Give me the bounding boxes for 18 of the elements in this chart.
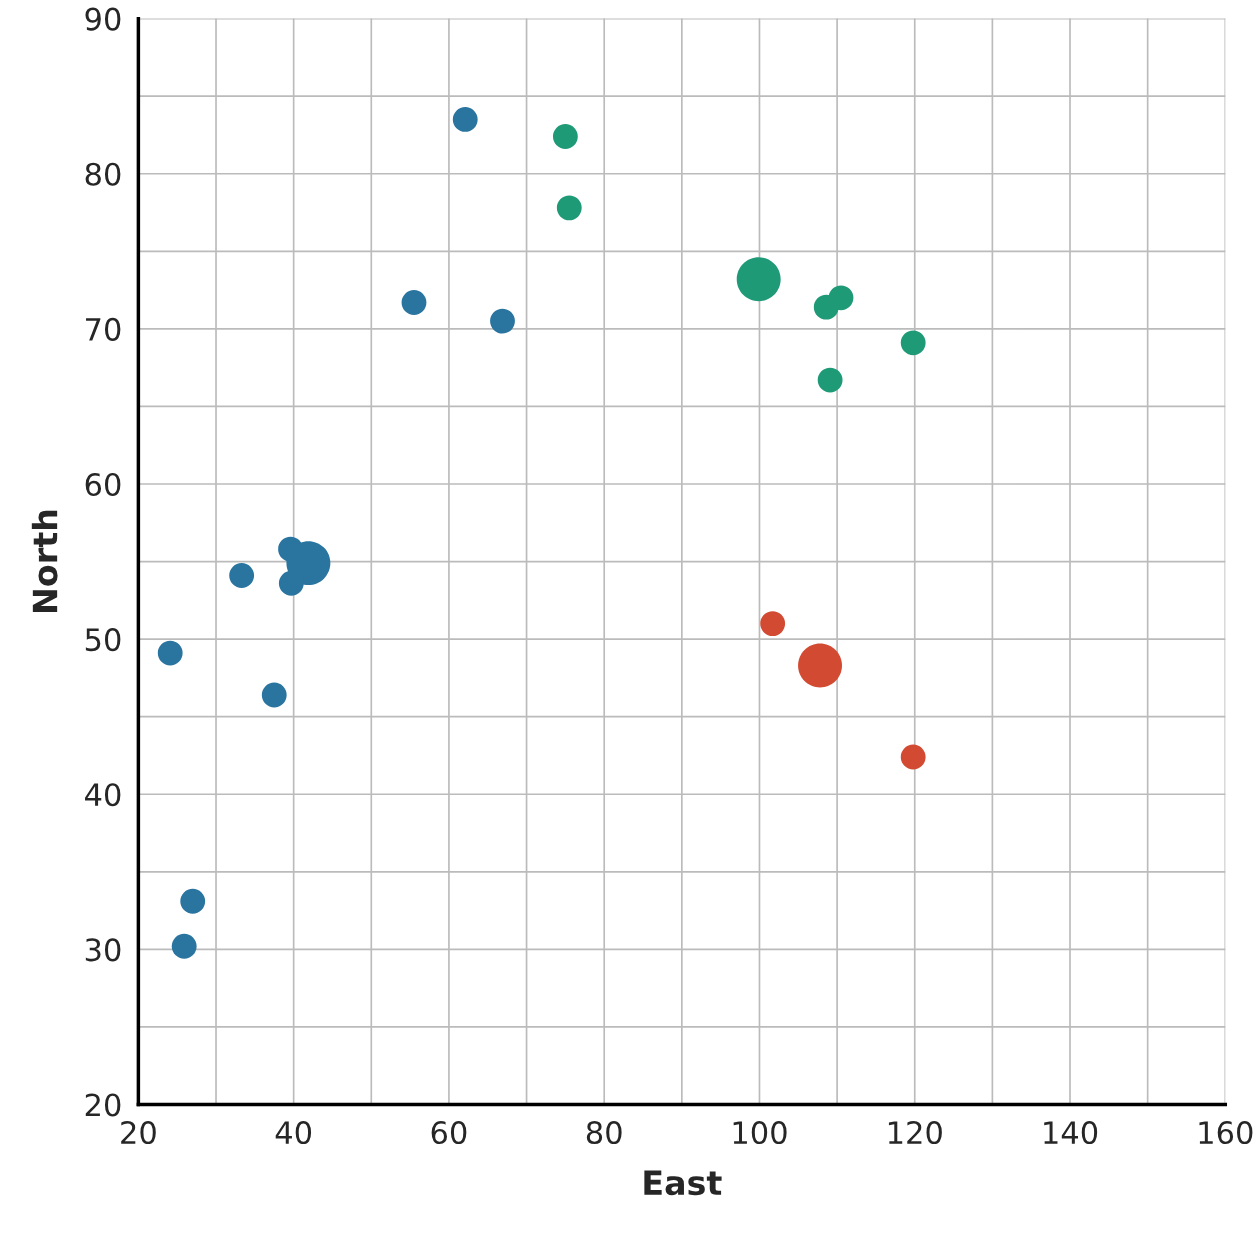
y-tick-label: 20	[85, 1093, 121, 1117]
x-tick-label: 40	[275, 1121, 312, 1145]
y-axis-title: North	[31, 510, 58, 612]
y-tick-label: 60	[85, 472, 121, 497]
y-tick-label: 40	[85, 783, 121, 807]
x-tick-label: 20	[121, 1121, 156, 1145]
x-tick-label: 100	[733, 1121, 787, 1145]
y-tick-label: 70	[86, 317, 121, 341]
y-tick-label: 90	[85, 7, 121, 31]
x-axis-title: East	[644, 1170, 722, 1196]
y-tick-label: 30	[85, 938, 121, 962]
y-tick-label: 50	[85, 628, 121, 652]
x-tick-label: 160	[1199, 1121, 1253, 1145]
x-tick-label: 140	[1044, 1121, 1098, 1145]
y-tick-label: 80	[85, 162, 121, 186]
x-tick-label: 60	[431, 1121, 467, 1145]
x-tick-label: 80	[586, 1121, 622, 1145]
x-tick-label: 120	[888, 1121, 942, 1145]
